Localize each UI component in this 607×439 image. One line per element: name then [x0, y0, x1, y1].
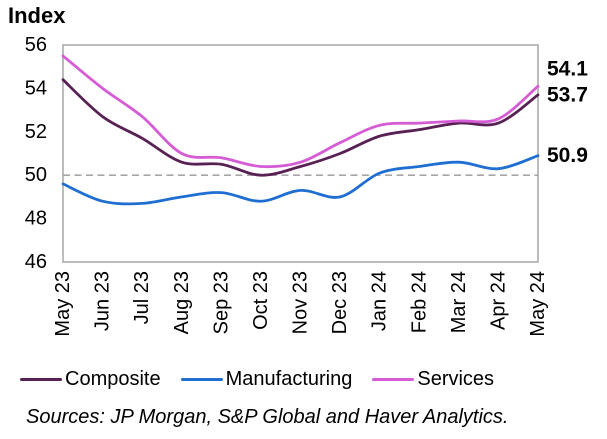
- services-line: [61, 54, 540, 169]
- y-tick-label: 46: [25, 251, 47, 273]
- legend-line-swatch: [20, 378, 62, 381]
- legend-line-swatch: [180, 378, 223, 381]
- legend: Composite Manufacturing Services: [20, 368, 587, 391]
- x-tick-label: Aug 23: [171, 271, 193, 334]
- x-tick-label: May 24: [527, 271, 549, 337]
- services-end-label: 54.1: [547, 57, 588, 80]
- manufacturing-line: [61, 154, 540, 206]
- x-tick-label: Jan 24: [369, 271, 391, 331]
- legend-label: Services: [417, 368, 495, 390]
- legend-item-manufacturing: Manufacturing: [180, 368, 353, 391]
- x-tick-label: Mar 24: [448, 271, 470, 333]
- x-tick-label: Oct 23: [250, 271, 272, 330]
- chart-title: Index: [8, 3, 66, 28]
- source-note: Sources: JP Morgan, S&P Global and Haver…: [26, 406, 509, 428]
- x-tick-label: Apr 24: [487, 271, 509, 330]
- x-tick-label: Sep 23: [210, 271, 232, 334]
- y-tick-label: 52: [25, 121, 47, 143]
- y-tick-label: 50: [25, 164, 47, 186]
- x-tick-label: Feb 24: [408, 271, 430, 333]
- manufacturing-end-label: 50.9: [547, 144, 588, 167]
- composite-end-label: 53.7: [547, 83, 588, 106]
- legend-line-swatch: [372, 378, 415, 381]
- legend-item-services: Services: [372, 368, 494, 391]
- legend-item-composite: Composite: [20, 368, 161, 391]
- x-tick-label: Jul 23: [131, 271, 153, 324]
- legend-label: Manufacturing: [225, 368, 353, 390]
- composite-line: [61, 78, 540, 177]
- x-tick-label: Jun 23: [92, 271, 114, 331]
- x-tick-label: Dec 23: [329, 271, 351, 334]
- y-tick-label: 48: [25, 208, 47, 230]
- x-tick-label: Nov 23: [290, 271, 312, 334]
- y-tick-label: 56: [25, 34, 47, 56]
- plot-border: [62, 44, 539, 263]
- legend-label: Composite: [65, 368, 161, 390]
- y-tick-label: 54: [25, 77, 47, 99]
- x-tick-label: May 23: [52, 271, 74, 337]
